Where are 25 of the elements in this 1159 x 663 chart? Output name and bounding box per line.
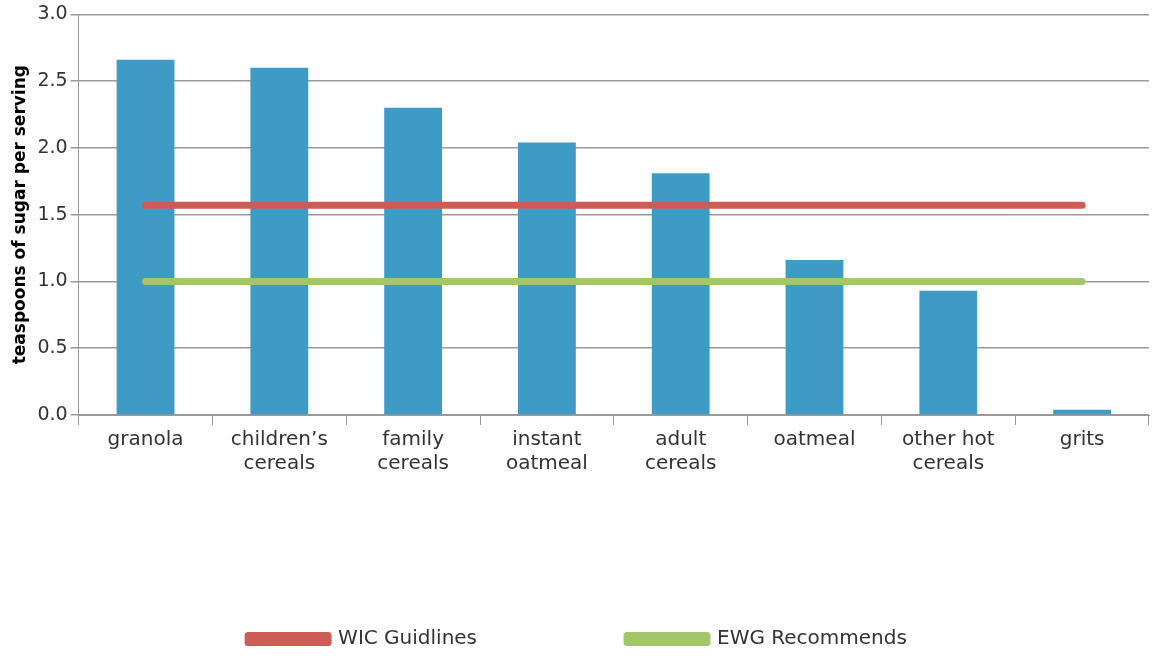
y-tick-label: 0.5 <box>37 335 68 358</box>
y-axis-title: teaspoons of sugar per serving <box>8 65 29 365</box>
bar <box>250 67 309 415</box>
x-tick-label: other hot cereals <box>902 426 995 475</box>
x-tick-label: children’s cereals <box>230 426 328 475</box>
bar <box>785 260 844 415</box>
x-tick-label: instant oatmeal <box>505 426 588 475</box>
bar <box>651 173 710 415</box>
y-tick-label: 0.0 <box>37 401 68 424</box>
x-tick-label: adult cereals <box>644 426 717 475</box>
bar <box>518 142 576 415</box>
y-tick-label: 3.0 <box>37 1 68 24</box>
x-tick-label: family cereals <box>377 426 449 475</box>
y-tick-label: 2.0 <box>37 134 68 157</box>
legend-label: WIC Guidlines <box>338 625 478 650</box>
legend-label: EWG Recommends <box>717 625 907 650</box>
x-tick-label: oatmeal <box>773 426 856 451</box>
y-tick-label: 2.5 <box>37 68 68 91</box>
bar <box>116 59 175 415</box>
bar <box>919 290 978 415</box>
bar <box>384 107 443 415</box>
x-tick-label: granola <box>107 426 184 451</box>
x-tick-label: grits <box>1059 426 1105 451</box>
y-tick-label: 1.5 <box>37 201 68 224</box>
y-tick-label: 1.0 <box>37 268 68 291</box>
